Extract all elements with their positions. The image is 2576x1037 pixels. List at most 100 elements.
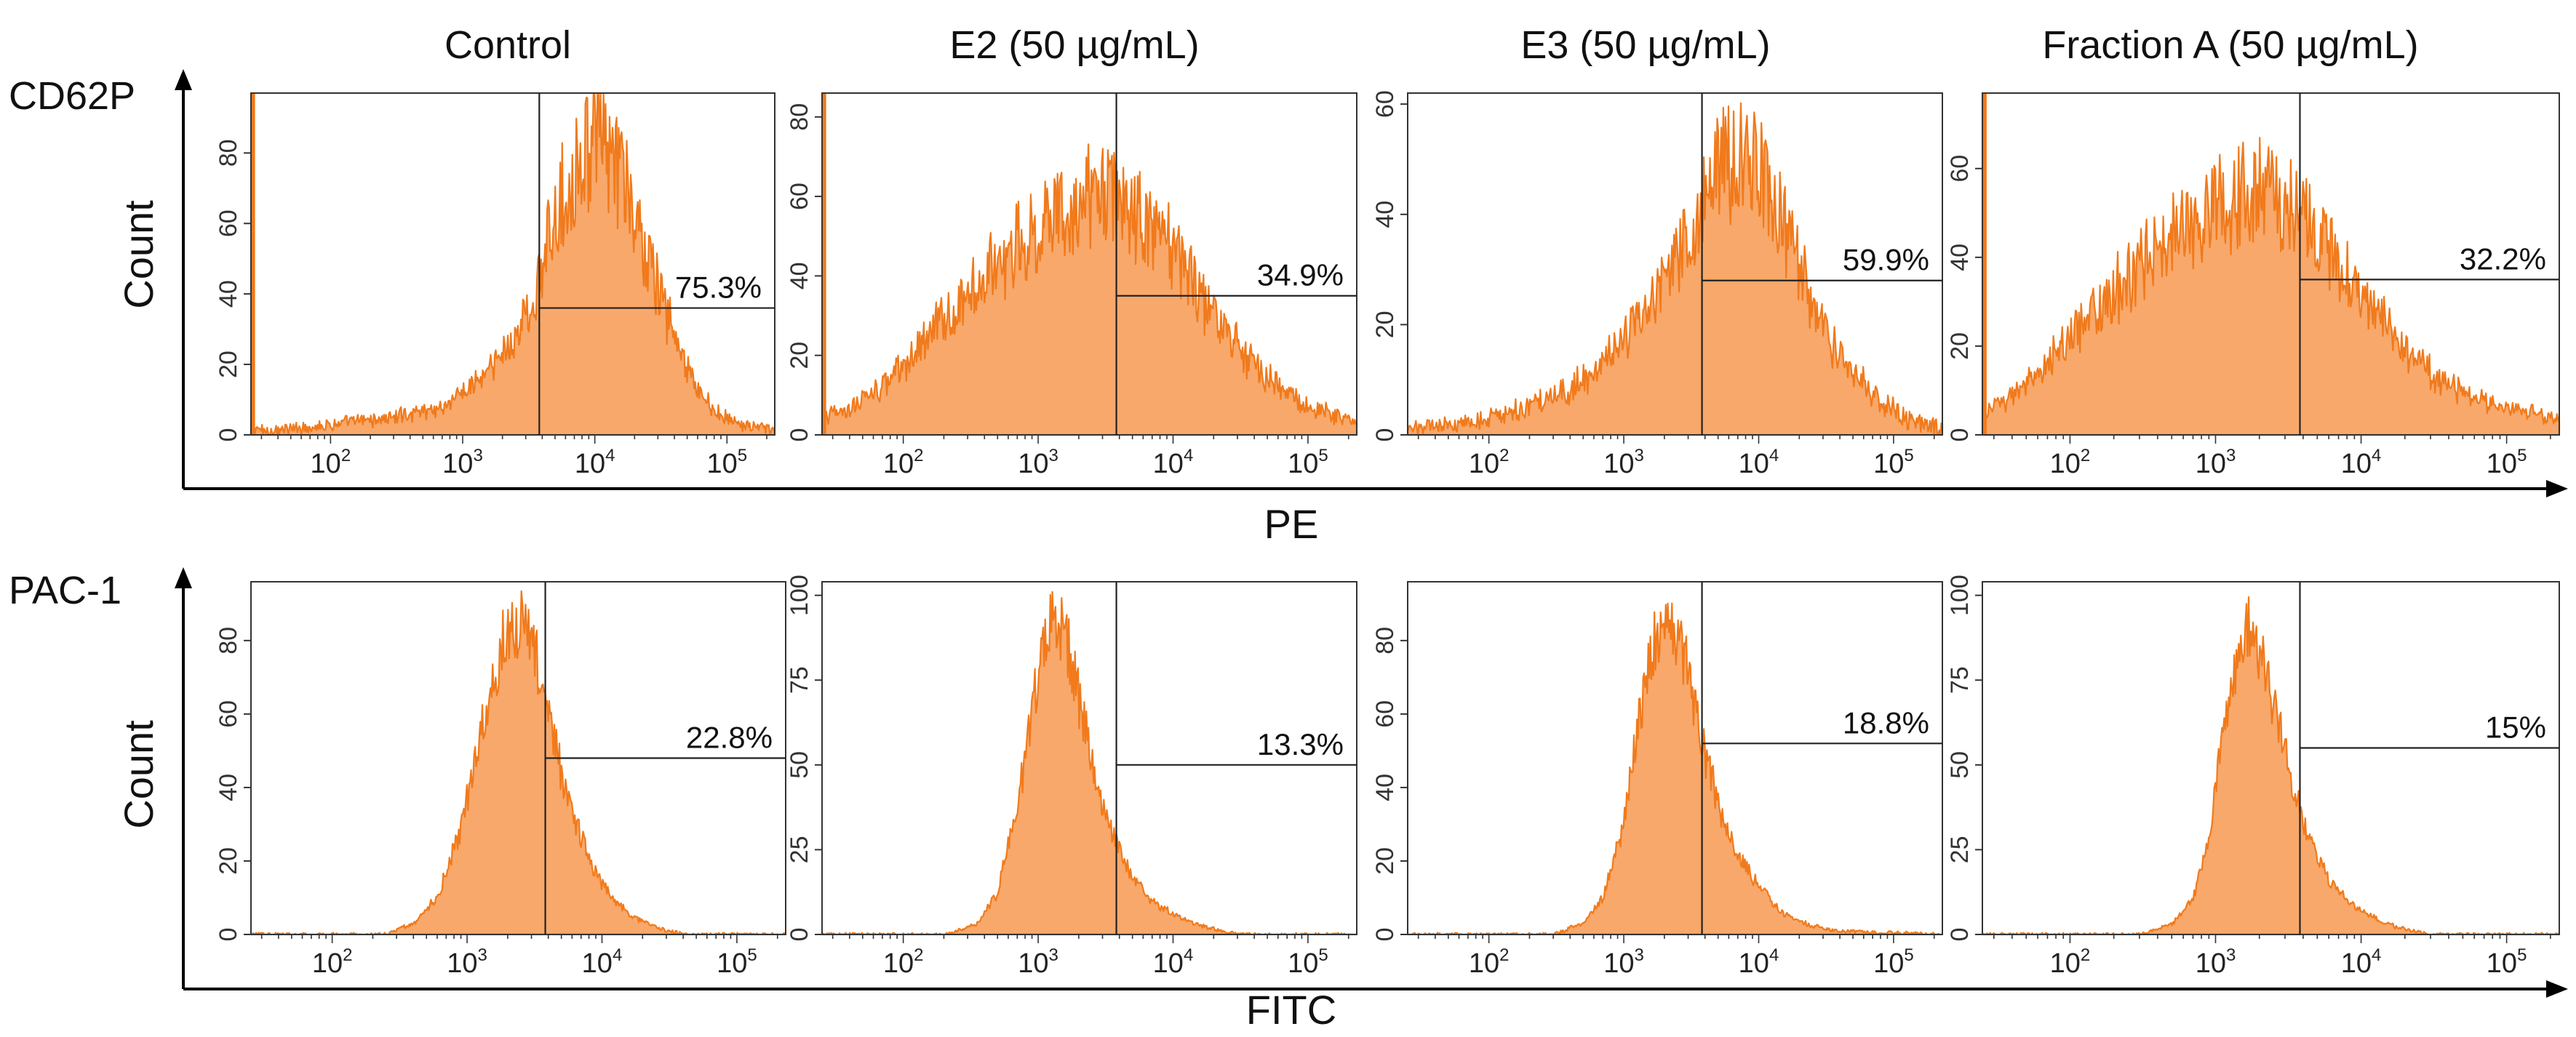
y-tick-label: 40	[1371, 774, 1399, 801]
plot-frame	[1407, 581, 1943, 935]
histogram-panel: 59.9% 0 20 40 60 102 103 104 105	[1371, 90, 1944, 479]
row-marker-label: PAC-1	[9, 569, 121, 612]
histogram-panel: 13.3% 0 25 50 75 100 102 103 104 105	[786, 574, 1358, 979]
column-title: Fraction A (50 µg/mL)	[2042, 23, 2418, 67]
y-tick-label: 50	[786, 751, 813, 779]
x-tick-label: 104	[575, 446, 615, 479]
y-tick-label: 20	[1371, 847, 1399, 875]
y-axis-arrowhead	[175, 69, 192, 90]
y-tick-label: 100	[786, 574, 813, 616]
column-title: E3 (50 µg/mL)	[1520, 23, 1770, 67]
x-tick-label: 102	[311, 446, 351, 479]
x-tick-label: 103	[442, 446, 483, 479]
gate-percent-label: 13.3%	[1257, 727, 1344, 761]
x-tick-label: 105	[2487, 945, 2527, 979]
histogram-curve	[1981, 596, 2561, 936]
column-titles: Control E2 (50 µg/mL) E3 (50 µg/mL) Frac…	[444, 23, 2419, 67]
x-tick-label: 103	[1603, 446, 1644, 479]
y-tick-label: 40	[215, 280, 242, 308]
pac1-row-axes: PAC-1 Count FITC	[9, 567, 2568, 1033]
x-tick-label: 103	[1018, 446, 1058, 479]
y-tick-label: 0	[786, 428, 813, 442]
y-tick-label: 0	[1371, 428, 1399, 442]
x-axis-label: PE	[1264, 501, 1319, 547]
x-tick-label: 103	[1603, 945, 1644, 979]
plot-frame	[821, 581, 1357, 935]
y-tick-label: 0	[786, 928, 813, 942]
x-tick-label: 104	[1153, 446, 1194, 479]
y-tick-label: 60	[1371, 90, 1399, 118]
gate-percent-label: 22.8%	[686, 721, 773, 755]
y-axis-arrowhead	[175, 567, 192, 588]
histogram-curve	[250, 92, 776, 436]
x-axis-arrowhead	[2546, 980, 2568, 998]
x-tick-label: 105	[2487, 446, 2527, 479]
histogram-panel: 18.8% 0 20 40 60 80 102 103 104 105	[1371, 581, 1944, 979]
x-tick-label: 104	[1739, 446, 1779, 479]
histogram-panels: 75.3% 0 20 40 60 80 102 103 104 105 34.9% 0 20 40 60 80…	[215, 90, 2561, 979]
histogram-curve	[821, 590, 1358, 936]
histogram-curve	[1406, 102, 1944, 436]
x-tick-label: 104	[1153, 945, 1194, 979]
x-tick-label: 103	[447, 945, 487, 979]
column-title: Control	[444, 23, 571, 67]
histogram-curve	[250, 590, 787, 936]
y-tick-label: 60	[786, 183, 813, 210]
y-tick-label: 60	[215, 209, 242, 237]
x-tick-label: 102	[1469, 446, 1510, 479]
plot-frame	[1982, 92, 2560, 436]
x-axis-label: FITC	[1246, 987, 1336, 1033]
y-axis-label: Count	[116, 200, 162, 309]
x-tick-label: 102	[883, 446, 924, 479]
plot-frame	[1982, 581, 2560, 935]
y-tick-label: 40	[1946, 244, 1974, 271]
gate-percent-label: 59.9%	[1843, 243, 1929, 277]
y-axis-label: Count	[116, 720, 162, 829]
plot-frame	[250, 92, 775, 436]
x-tick-label: 105	[706, 446, 747, 479]
y-tick-label: 60	[215, 700, 242, 728]
y-tick-label: 80	[215, 139, 242, 167]
histogram-panel: 34.9% 0 20 40 60 80 102 103 104 105	[786, 92, 1358, 479]
gate-percent-label: 32.2%	[2460, 241, 2546, 276]
y-tick-label: 20	[1946, 332, 1974, 360]
x-tick-label: 104	[582, 945, 623, 979]
y-tick-label: 50	[1946, 751, 1974, 779]
y-tick-label: 0	[1946, 928, 1974, 942]
y-tick-label: 80	[786, 103, 813, 131]
x-tick-label: 105	[1873, 945, 1914, 979]
y-tick-label: 20	[215, 351, 242, 378]
gate-percent-label: 75.3%	[675, 271, 762, 305]
row-marker-label: CD62P	[9, 74, 135, 118]
x-tick-label: 105	[1288, 446, 1328, 479]
histogram-panel: 75.3% 0 20 40 60 80 102 103 104 105	[215, 92, 776, 479]
y-tick-label: 20	[1371, 311, 1399, 338]
y-tick-label: 40	[215, 774, 242, 801]
y-tick-label: 40	[1371, 201, 1399, 228]
histogram-panel: 32.2% 0 20 40 60 102 103 104 105	[1946, 92, 2561, 479]
plot-frame	[1407, 92, 1943, 436]
y-tick-label: 0	[1946, 428, 1974, 442]
column-title: E2 (50 µg/mL)	[949, 23, 1199, 67]
histogram-curve	[1406, 602, 1944, 936]
x-tick-label: 102	[2050, 945, 2091, 979]
y-tick-label: 25	[786, 836, 813, 863]
y-tick-label: 75	[1946, 666, 1974, 694]
y-tick-label: 40	[786, 262, 813, 289]
y-tick-label: 60	[1946, 155, 1974, 183]
x-tick-label: 102	[2050, 446, 2091, 479]
histogram-curve	[1981, 137, 2561, 436]
x-tick-label: 102	[312, 945, 353, 979]
histogram-panel: 22.8% 0 20 40 60 80 102 103 104 105	[215, 581, 787, 979]
y-tick-label: 0	[1371, 928, 1399, 942]
gate-percent-label: 18.8%	[1843, 705, 1929, 740]
x-tick-label: 102	[883, 945, 924, 979]
y-tick-label: 25	[1946, 836, 1974, 863]
y-tick-label: 100	[1946, 574, 1974, 616]
x-tick-label: 104	[2341, 446, 2382, 479]
x-tick-label: 104	[1739, 945, 1779, 979]
x-tick-label: 105	[1873, 446, 1914, 479]
y-tick-label: 60	[1371, 700, 1399, 728]
x-axis-arrowhead	[2546, 480, 2568, 497]
